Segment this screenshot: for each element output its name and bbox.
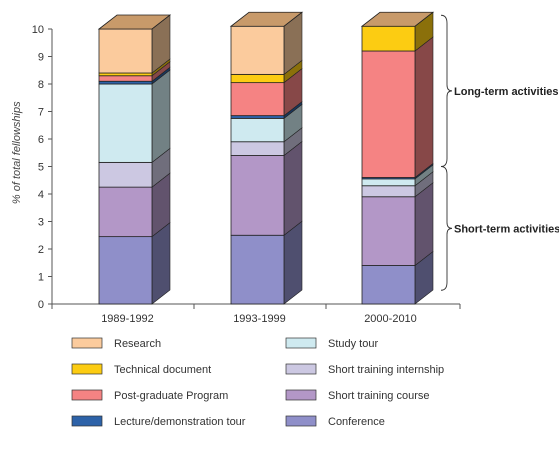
legend: Research Technical document Post-graduate … xyxy=(71,337,444,428)
bar-segment xyxy=(98,236,153,305)
y-tick-label: 0 xyxy=(38,299,44,311)
legend-label: Lecture/demonstration tour xyxy=(114,416,246,428)
bar-top-face xyxy=(229,11,304,27)
annotation-bracket xyxy=(440,14,453,167)
legend-label: Technical document xyxy=(114,364,211,376)
bar-segment-side xyxy=(283,220,303,305)
bars-layer: 1989-1992 1993-1999 2000-2010 xyxy=(97,11,435,325)
bar-segment-side xyxy=(151,69,171,163)
legend-label: Short training internship xyxy=(328,364,444,376)
bar-segment-side xyxy=(283,140,303,236)
legend-swatch xyxy=(71,389,103,401)
bar-segment xyxy=(361,178,416,187)
legend-label: Conference xyxy=(328,416,385,428)
y-tick-label: 2 xyxy=(38,244,44,256)
legend-label: Post-graduate Program xyxy=(114,390,228,402)
bar-segment xyxy=(230,141,285,156)
bar-segment xyxy=(361,265,416,305)
annotation-label: Short-term activities xyxy=(454,223,559,235)
x-category-label: 1993-1999 xyxy=(233,313,286,325)
bar-segment xyxy=(98,83,153,163)
bar-segment xyxy=(98,161,153,188)
legend-swatch xyxy=(285,389,317,401)
bar-segment xyxy=(361,25,416,52)
bar-segment xyxy=(230,73,285,84)
legend-swatch xyxy=(71,363,103,375)
bar-top-face xyxy=(97,14,172,30)
legend-label: Study tour xyxy=(328,338,378,350)
x-category-label: 1989-1992 xyxy=(101,313,154,325)
legend-swatch xyxy=(285,415,317,427)
legend-label: Short training course xyxy=(328,390,430,402)
annotation-label: Long-term activities xyxy=(454,86,559,98)
y-tick-label: 6 xyxy=(38,134,44,146)
bar-segment xyxy=(361,50,416,178)
legend-swatch xyxy=(285,363,317,375)
bar-segment xyxy=(361,185,416,198)
legend-label: Research xyxy=(114,338,161,350)
bar-top-face xyxy=(360,11,435,27)
y-tick-label: 1 xyxy=(38,272,44,284)
y-tick-label: 3 xyxy=(38,217,44,229)
bar-segment xyxy=(98,28,153,74)
bar-segment xyxy=(230,234,285,305)
y-tick-label: 10 xyxy=(32,24,44,36)
bar-segment xyxy=(98,80,153,85)
y-tick-label: 4 xyxy=(38,189,44,201)
y-axis-label: % of total fellowships xyxy=(11,101,23,204)
bar-segment xyxy=(230,25,285,75)
bar-segment xyxy=(230,155,285,236)
y-tick-label: 7 xyxy=(38,107,44,119)
annotations-layer: Long-term activities Short-term activitie… xyxy=(440,14,559,291)
y-tick-label: 8 xyxy=(38,79,44,91)
legend-swatch xyxy=(71,337,103,349)
bar-segment xyxy=(361,196,416,266)
legend-swatch xyxy=(71,415,103,427)
y-tick-label: 5 xyxy=(38,162,44,174)
bar-segment-side xyxy=(414,182,434,267)
y-tick-label: 9 xyxy=(38,52,44,64)
x-category-label: 2000-2010 xyxy=(364,313,417,325)
bar-segment xyxy=(230,115,285,119)
bar-segment xyxy=(98,186,153,238)
bar-segment xyxy=(230,82,285,117)
bar-segment xyxy=(230,117,285,143)
bar-segment xyxy=(98,72,153,77)
legend-swatch xyxy=(285,337,317,349)
bar-segment xyxy=(98,75,153,82)
annotation-bracket xyxy=(440,166,453,291)
bar-segment-side xyxy=(414,36,434,179)
